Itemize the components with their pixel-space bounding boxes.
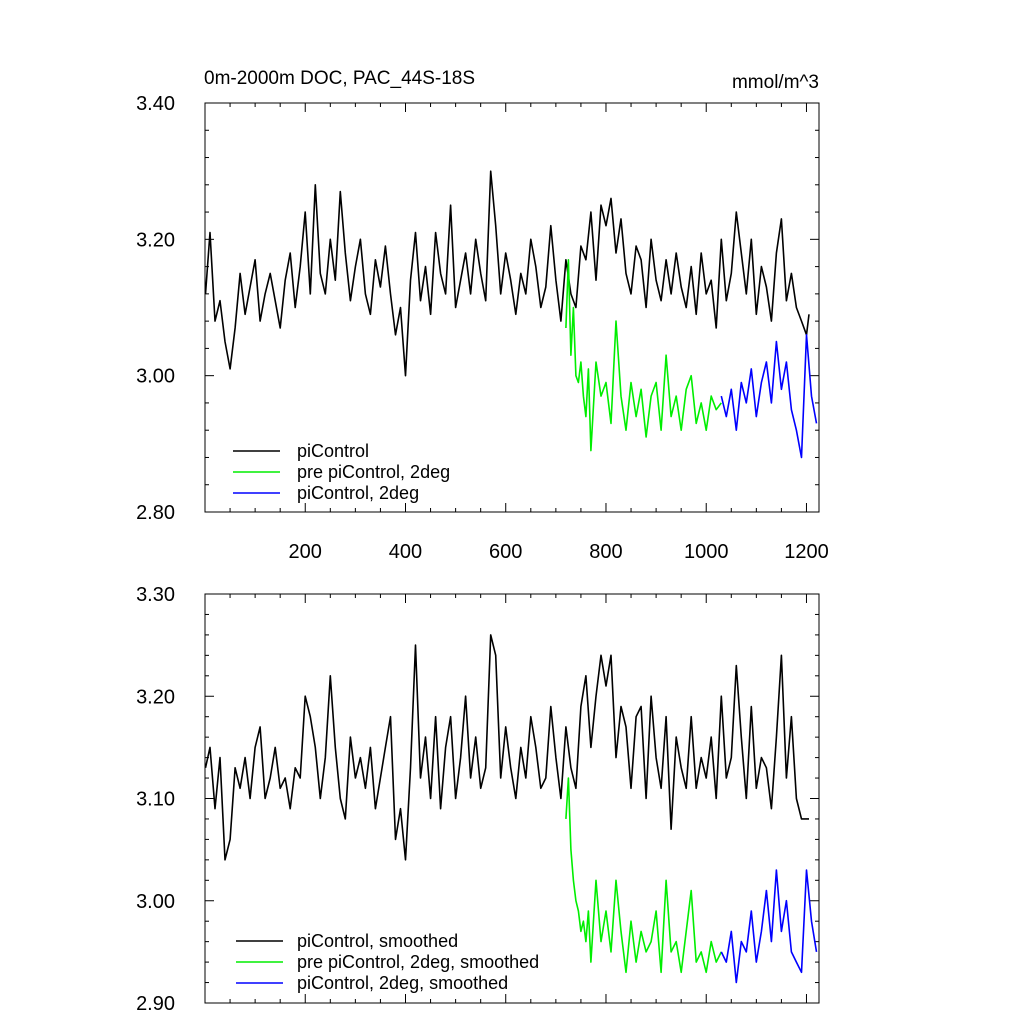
series-line-2 [720, 333, 818, 459]
series-lines-top [204, 170, 818, 459]
x-tick-label: 400 [389, 541, 422, 563]
panel-bottom: 2.90 3.00 3.10 3.20 3.30 piControl, smoothed… [136, 584, 820, 1015]
series-line-2 [720, 869, 818, 984]
panel-top: 0m-2000m DOC, PAC_44S-18S mmol/m^3 2.80 3… [136, 68, 829, 563]
axes-bottom: 2.90 3.00 3.10 3.20 3.30 [136, 584, 820, 1015]
plot-frame [204, 102, 820, 513]
legend-label: piControl [297, 441, 369, 461]
axes-top: 2.80 3.00 3.20 3.40 200 400 600 800 1000 1200 [136, 93, 829, 563]
units-label: mmol/m^3 [732, 72, 819, 93]
y-tick-label: 2.90 [136, 993, 175, 1015]
legend-label: piControl, 2deg [297, 483, 419, 503]
x-tick-label: 800 [589, 541, 622, 563]
legend-label: piControl, 2deg, smoothed [297, 973, 508, 993]
y-tick-label: 3.20 [136, 686, 175, 708]
y-tick-label: 3.00 [136, 366, 175, 388]
series-lines-bottom [204, 634, 818, 984]
x-tick-label: 1000 [684, 541, 729, 563]
x-tick-label: 1200 [784, 541, 829, 563]
series-line-1 [565, 777, 723, 974]
y-tick-label: 3.30 [136, 584, 175, 606]
y-tick-label: 3.40 [136, 93, 175, 115]
y-tick-label: 3.10 [136, 789, 175, 811]
x-tick-label: 600 [489, 541, 522, 563]
legend-label: pre piControl, 2deg [297, 462, 450, 482]
x-tick-label: 200 [289, 541, 322, 563]
series-line-0 [204, 170, 810, 377]
series-line-1 [565, 258, 722, 452]
series-line-0 [204, 634, 809, 861]
y-tick-label: 3.20 [136, 229, 175, 251]
legend-label: piControl, smoothed [297, 931, 458, 951]
y-tick-label: 2.80 [136, 502, 175, 524]
legend-label: pre piControl, 2deg, smoothed [297, 952, 539, 972]
chart-title: 0m-2000m DOC, PAC_44S-18S [204, 68, 475, 89]
y-tick-label: 3.00 [136, 891, 175, 913]
